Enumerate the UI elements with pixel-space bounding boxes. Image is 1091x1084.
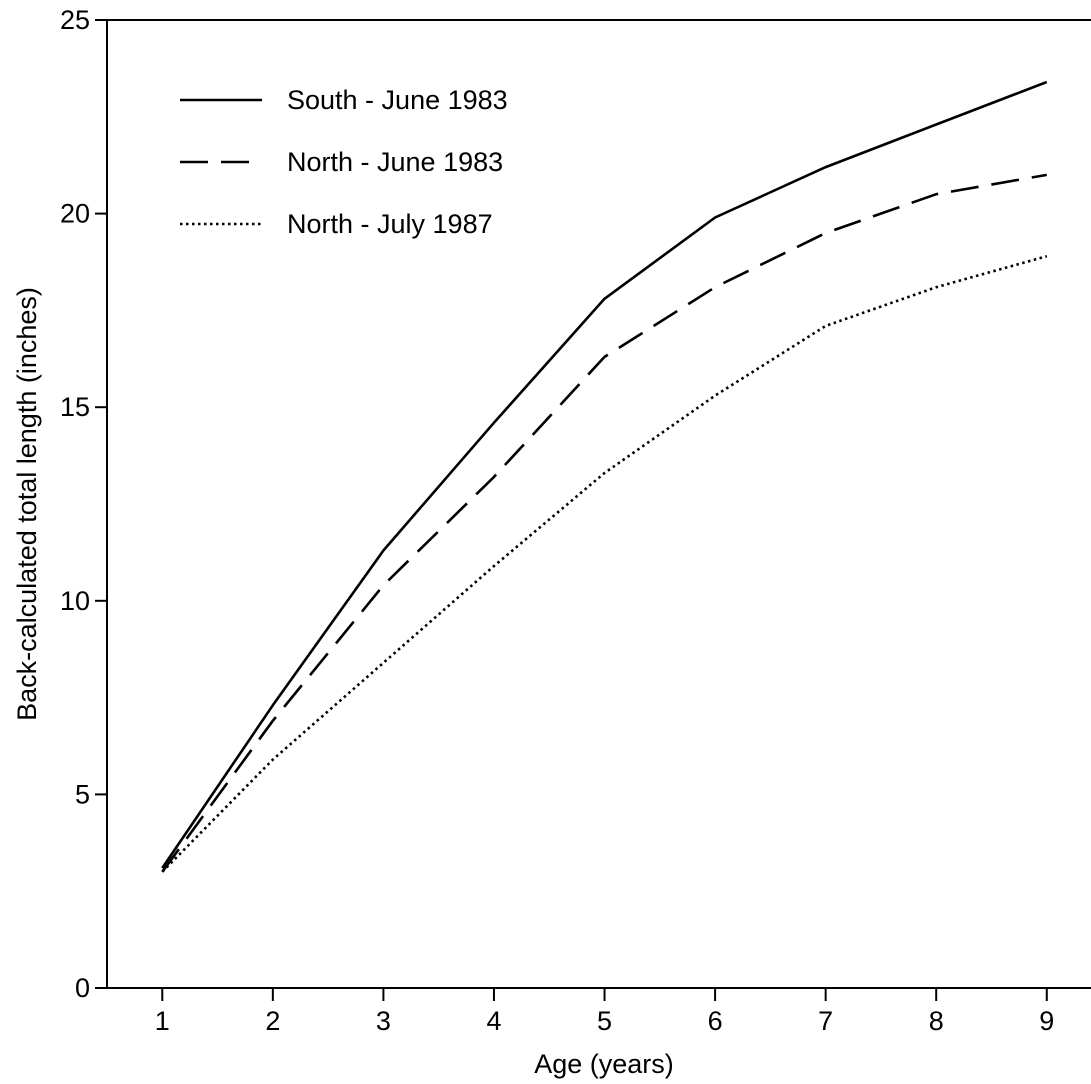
series-lines: [161, 80, 1048, 873]
legend-label: North - June 1983: [287, 147, 503, 177]
x-tick-label: 6: [708, 1006, 723, 1036]
y-tick-label: 0: [75, 973, 90, 1003]
x-axis-title: Age (years): [534, 1049, 674, 1079]
x-tick-label: 8: [929, 1006, 944, 1036]
legend: South - June 1983 North - June 1983 North …: [180, 85, 508, 239]
x-tick-label: 9: [1039, 1006, 1054, 1036]
x-tick-label: 3: [376, 1006, 391, 1036]
y-tick-label: 25: [60, 5, 90, 35]
legend-label: North - July 1987: [287, 209, 493, 239]
y-axis-title: Back-calculated total length (inches): [12, 287, 42, 721]
x-axis-ticks: 1 2 3 4 5 6 7 8 9: [155, 988, 1054, 1036]
y-tick-label: 5: [75, 779, 90, 809]
legend-label: South - June 1983: [287, 85, 508, 115]
y-tick-label: 15: [60, 392, 90, 422]
x-tick-label: 5: [597, 1006, 612, 1036]
y-tick-label: 10: [60, 586, 90, 616]
x-tick-label: 4: [486, 1006, 501, 1036]
x-tick-label: 7: [818, 1006, 833, 1036]
series-line-1: [161, 80, 1048, 869]
plot-frame: [106, 19, 1091, 989]
x-tick-label: 1: [155, 1006, 170, 1036]
y-tick-label: 20: [60, 199, 90, 229]
series-line-3: [161, 254, 1048, 873]
y-axis-ticks: 0 5 10 15 20 25: [60, 5, 107, 1003]
x-tick-label: 2: [265, 1006, 280, 1036]
series-line-2: [161, 173, 1048, 873]
